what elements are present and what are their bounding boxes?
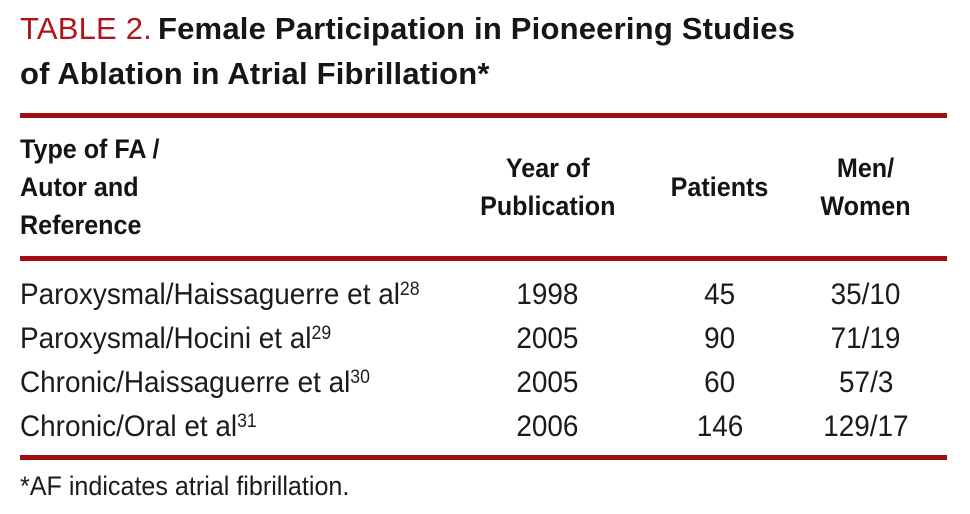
- year-cell: 2005: [516, 322, 579, 355]
- patients-cell: 60: [704, 366, 736, 399]
- patients-cell: 146: [696, 410, 744, 443]
- header-rule: [20, 256, 947, 261]
- reference-superscript: 29: [311, 323, 332, 344]
- table-row: Paroxysmal/Hocini et al29 2005 90 71/19: [20, 317, 947, 361]
- header-men-women: Men/ Women: [820, 153, 912, 221]
- table-title-line1: Female Participation in Pioneering Studi…: [157, 11, 796, 46]
- study-cell: Chronic/Oral et al31: [20, 410, 257, 443]
- header-type-autor-reference: Type of FA / Autor and Reference: [20, 134, 160, 240]
- title-rule: [20, 113, 947, 118]
- table-title-line2: of Ablation in Atrial Fibrillation*: [20, 56, 490, 91]
- header-year-of-publication: Year of Publication: [479, 153, 616, 221]
- reference-superscript: 31: [237, 411, 257, 432]
- table-body: Paroxysmal/Haissaguerre et al28 1998 45 …: [20, 273, 947, 449]
- table-row: Paroxysmal/Haissaguerre et al28 1998 45 …: [20, 273, 947, 317]
- study-cell: Paroxysmal/Haissaguerre et al28: [20, 278, 420, 311]
- table-footnote: *AF indicates atrial fibrillation.: [20, 471, 350, 501]
- header-patients: Patients: [671, 172, 769, 202]
- study-cell: Chronic/Haissaguerre et al30: [20, 366, 370, 399]
- table-number-label: TABLE 2.: [20, 11, 152, 46]
- table-row: Chronic/Haissaguerre et al30 2005 60 57/…: [20, 361, 947, 405]
- table-row: Chronic/Oral et al31 2006 146 129/17: [20, 405, 947, 449]
- men-women-cell: 129/17: [823, 410, 909, 443]
- table-header-row: Type of FA / Autor and Reference Year of…: [20, 118, 947, 256]
- year-cell: 2005: [516, 366, 579, 399]
- year-cell: 2006: [516, 410, 579, 443]
- reference-superscript: 28: [399, 279, 420, 300]
- patients-cell: 90: [704, 322, 736, 355]
- men-women-cell: 57/3: [838, 366, 894, 399]
- year-cell: 1998: [516, 278, 579, 311]
- men-women-cell: 35/10: [831, 278, 901, 311]
- men-women-cell: 71/19: [831, 322, 901, 355]
- patients-cell: 45: [704, 278, 736, 311]
- bottom-rule: [20, 455, 947, 460]
- table-title: TABLE 2. Female Participation in Pioneeri…: [20, 6, 955, 96]
- reference-superscript: 30: [350, 367, 370, 388]
- study-cell: Paroxysmal/Hocini et al29: [20, 322, 332, 355]
